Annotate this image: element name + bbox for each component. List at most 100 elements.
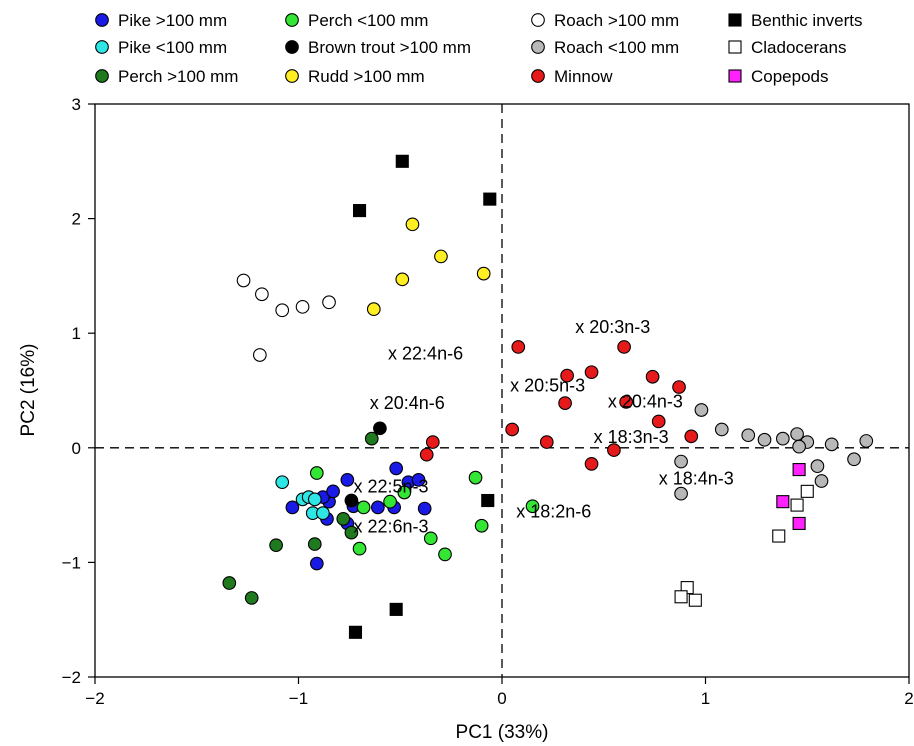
data-point (419, 447, 434, 462)
legend-label: Cladocerans (751, 38, 846, 57)
data-point (505, 422, 520, 437)
annotation-label: x 20:5n-3 (510, 376, 585, 396)
legend-marker (95, 69, 109, 83)
series-roach-100-mm (236, 273, 336, 362)
data-point (389, 461, 404, 476)
legend: Pike >100 mm Pike <100 mm Perch >100 mm Per… (95, 11, 863, 86)
series-benthic-inverts (348, 154, 497, 639)
series-rudd-100-mm (366, 217, 491, 316)
legend-marker (531, 40, 545, 54)
data-point (607, 443, 621, 457)
y-tick-label: 0 (72, 439, 81, 458)
series-perch-100-mm (309, 466, 540, 562)
data-point (425, 435, 440, 449)
reference-lines (95, 104, 909, 677)
legend-marker (728, 69, 742, 83)
data-point (814, 474, 829, 488)
legend-marker (531, 69, 545, 83)
x-tick-label: 2 (904, 689, 913, 708)
data-point (326, 484, 340, 499)
annotation-label: x 18:4n-3 (659, 468, 734, 488)
data-point (316, 506, 330, 520)
legend-item: Perch <100 mm (285, 11, 428, 30)
legend-label: Pike <100 mm (118, 38, 227, 57)
data-point (417, 501, 432, 516)
data-point (741, 428, 756, 443)
x-axis-title: PC1 (33%) (456, 722, 549, 743)
data-point (688, 593, 702, 607)
data-points (222, 154, 874, 639)
data-point (792, 463, 806, 477)
legend-label: Minnow (554, 67, 613, 86)
y-tick-label: −1 (62, 553, 81, 572)
legend-item: Roach >100 mm (531, 11, 679, 30)
legend-item: Perch >100 mm (95, 67, 238, 86)
data-point (645, 369, 660, 384)
x-tick-label: −1 (289, 689, 308, 708)
legend-item: Brown trout >100 mm (285, 38, 471, 57)
y-tick-label: 3 (72, 95, 81, 114)
legend-marker (285, 69, 299, 83)
data-point (476, 266, 491, 281)
data-point (525, 499, 540, 514)
data-point (309, 556, 324, 571)
series-copepods (776, 463, 806, 530)
data-point (772, 529, 786, 543)
data-point (383, 494, 397, 509)
data-point (352, 204, 367, 218)
data-point (340, 473, 355, 487)
data-point (307, 492, 322, 507)
legend-marker (728, 40, 742, 54)
data-point (792, 439, 806, 454)
data-point (560, 368, 574, 383)
data-point (411, 473, 426, 487)
data-point (336, 512, 351, 526)
data-point (309, 466, 324, 480)
data-point (776, 495, 790, 509)
legend-item: Rudd >100 mm (285, 67, 425, 86)
data-point (395, 154, 409, 168)
data-point (222, 576, 237, 590)
data-point (619, 395, 633, 409)
data-point (255, 287, 269, 302)
legend-label: Rudd >100 mm (308, 67, 425, 86)
annotation-label: x 20:4n-6 (370, 393, 445, 413)
legend-marker (285, 13, 299, 27)
data-point (481, 493, 495, 508)
data-point (397, 485, 412, 500)
legend-item: Minnow (531, 67, 613, 86)
data-point (344, 525, 359, 540)
legend-marker (531, 13, 545, 27)
data-point (373, 421, 387, 436)
data-point (539, 435, 554, 449)
legend-marker (728, 13, 742, 27)
data-point (285, 500, 300, 515)
data-point (295, 299, 310, 314)
x-tick-label: 1 (701, 689, 710, 708)
data-point (558, 396, 572, 410)
data-point (395, 272, 410, 287)
data-point (790, 498, 804, 512)
data-point (847, 452, 861, 467)
axis-ticks: −2 −1 0 1 2 −2 −1 0 1 2 3 (62, 95, 914, 708)
data-point (252, 348, 267, 362)
data-point (322, 295, 336, 310)
annotation-label: x 20:3n-3 (575, 317, 650, 337)
x-tick-label: 0 (497, 689, 506, 708)
data-point (474, 518, 489, 533)
data-point (824, 437, 839, 452)
data-point (674, 454, 688, 469)
data-point (800, 484, 814, 498)
data-point (352, 541, 367, 556)
data-point (775, 431, 790, 446)
series-cladocerans (674, 484, 814, 607)
annotation-label: x 22:6n-3 (353, 517, 428, 537)
data-point (364, 431, 379, 446)
data-point (511, 340, 526, 354)
y-tick-label: 1 (72, 324, 81, 343)
data-point (244, 591, 259, 605)
data-point (468, 470, 483, 485)
legend-item: Benthic inverts (728, 11, 863, 30)
legend-item: Copepods (728, 67, 829, 86)
data-point (434, 249, 448, 264)
